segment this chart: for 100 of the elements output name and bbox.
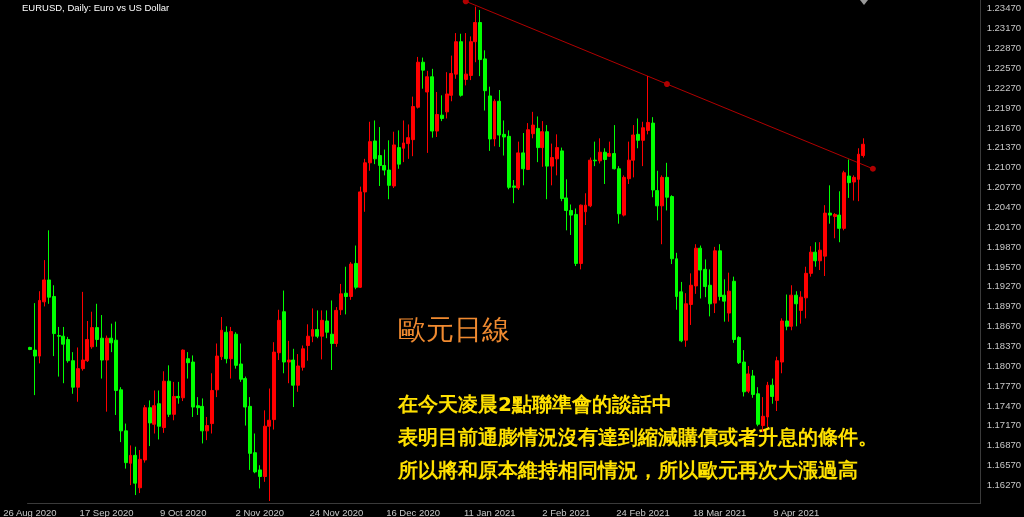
x-tick-label: 2 Feb 2021 — [542, 506, 591, 517]
candlestick — [746, 365, 750, 394]
y-tick-label: 1.19570 — [986, 260, 1021, 272]
y-tick-label: 1.21070 — [986, 161, 1021, 173]
y-tick-label: 1.21970 — [986, 101, 1021, 113]
candlestick — [421, 57, 425, 90]
chart-title: EURUSD, Daily: Euro vs US Dollar — [22, 1, 170, 13]
candlestick — [833, 212, 837, 239]
candlestick — [435, 91, 439, 138]
y-tick-label: 1.18370 — [986, 339, 1021, 351]
x-tick-label: 16 Dec 2020 — [386, 506, 441, 517]
point — [869, 165, 876, 172]
candlestick — [330, 299, 334, 371]
candlestick — [593, 141, 597, 167]
candlestick — [133, 446, 137, 496]
candlestick — [493, 98, 496, 147]
candlestick — [521, 132, 525, 186]
candlestick — [205, 416, 209, 441]
x-tick-label: 9 Apr 2021 — [773, 506, 820, 517]
y-tick-label: 1.22270 — [986, 81, 1021, 93]
candlestick — [727, 272, 731, 323]
candlestick — [842, 170, 846, 231]
candlestick — [162, 370, 166, 434]
candlestick — [847, 159, 851, 199]
candlestick — [488, 86, 492, 152]
candlestick — [440, 94, 444, 122]
candlestick — [224, 325, 228, 364]
candlestick — [603, 147, 607, 185]
y-tick-label: 1.20170 — [986, 220, 1021, 232]
y-tick-label: 1.17170 — [986, 419, 1021, 431]
y-tick-label: 1.22570 — [986, 62, 1021, 74]
y-tick-label: 1.17770 — [986, 379, 1021, 391]
y-tick-label: 1.23470 — [986, 2, 1021, 14]
candlestick — [713, 246, 717, 314]
candlestick — [785, 294, 789, 331]
y-tick-label: 1.21670 — [986, 121, 1021, 133]
x-tick-label: 2 Nov 2020 — [235, 506, 285, 517]
candlestick — [334, 306, 338, 348]
candlestick — [397, 129, 401, 170]
x-tick-label: 18 Mar 2021 — [692, 506, 747, 517]
point — [462, 0, 469, 5]
y-tick-label: 1.19870 — [986, 240, 1021, 252]
candlestick — [425, 70, 429, 154]
candlestick — [315, 309, 319, 339]
y-tick-label: 1.16270 — [986, 478, 1021, 490]
candlestick — [148, 399, 152, 447]
candlestick — [167, 364, 171, 418]
y-tick-label: 1.18070 — [986, 359, 1021, 371]
candlestick — [354, 245, 358, 290]
y-tick-label: 1.20770 — [986, 181, 1021, 193]
candlestick — [349, 261, 353, 301]
candlestick — [152, 389, 156, 435]
candlestick — [200, 397, 204, 444]
y-tick-label: 1.20470 — [986, 200, 1021, 212]
candlestick — [392, 131, 396, 189]
annotation: 歐元日線 — [398, 312, 510, 346]
candlestick — [291, 348, 295, 408]
x-tick-label: 9 Oct 2020 — [159, 506, 207, 517]
candlestick — [176, 381, 180, 405]
candlestick — [320, 309, 324, 360]
y-tick-label: 1.16570 — [986, 459, 1021, 471]
y-tick-label: 1.22870 — [986, 42, 1021, 54]
candlestick — [536, 115, 540, 163]
candlestick — [607, 141, 611, 158]
annotation: 在今天凌晨2點聯準會的談話中 — [397, 392, 672, 416]
candlestick — [794, 290, 798, 327]
candlestick — [828, 184, 832, 225]
y-tick-label: 1.23170 — [986, 22, 1021, 34]
candlestick — [813, 241, 817, 268]
annotation: 所以將和原本維持相同情況，所以歐元再次大漲過高 — [397, 458, 858, 482]
x-tick-label: 17 Sep 2020 — [79, 506, 134, 517]
candlestick — [172, 381, 176, 421]
candlestick — [105, 335, 109, 413]
y-tick-label: 1.21370 — [986, 141, 1021, 153]
candlestick — [770, 378, 774, 405]
x-tick-label: 11 Jan 2021 — [463, 506, 516, 517]
candlestick — [540, 120, 544, 168]
candlestick — [789, 284, 793, 331]
candlestick — [282, 290, 286, 374]
candlestick — [545, 124, 549, 200]
candlestick — [287, 340, 291, 384]
x-tick-label: 26 Aug 2020 — [3, 506, 57, 517]
y-tick-label: 1.17470 — [986, 399, 1021, 411]
y-tick-label: 1.18970 — [986, 300, 1021, 312]
point — [663, 81, 670, 88]
candlestick — [339, 283, 343, 316]
candlestick — [598, 137, 602, 164]
annotation: 表明目前通膨情況沒有達到縮減購債或者升息的條件。 — [397, 425, 878, 449]
candlestick — [344, 266, 348, 315]
x-tick-label: 24 Nov 2020 — [309, 506, 364, 517]
candlestick — [267, 388, 271, 502]
candlestick — [157, 389, 161, 440]
candlestick — [660, 174, 664, 245]
candlestick — [129, 444, 132, 486]
candlestick — [459, 33, 463, 98]
candlestick — [325, 309, 329, 339]
candlestick — [210, 372, 214, 435]
candlestick — [430, 68, 434, 139]
candlestick — [837, 190, 841, 243]
candlestick — [229, 326, 233, 380]
